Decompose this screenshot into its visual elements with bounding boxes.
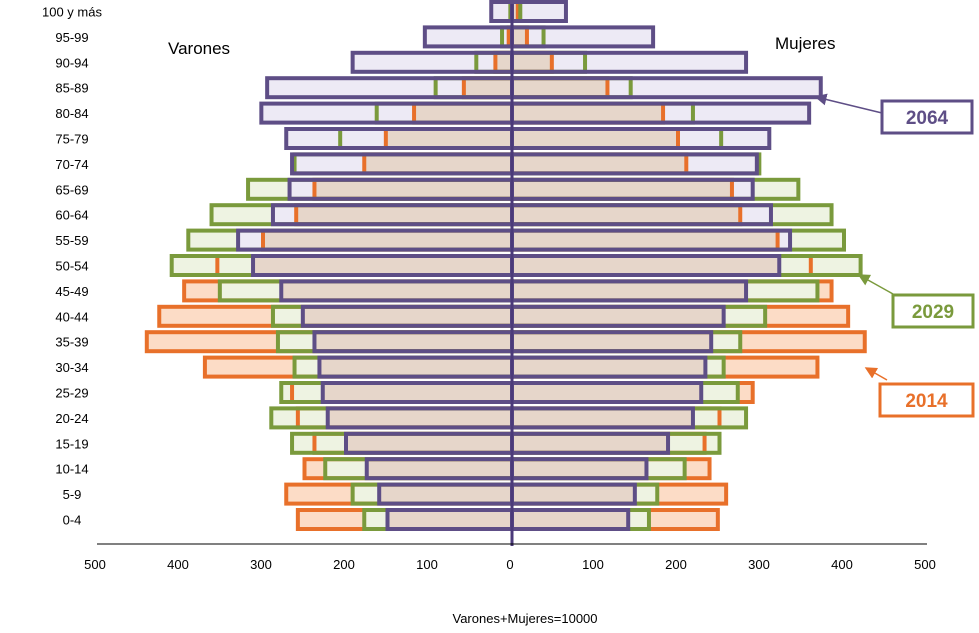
y-category-label: 70-74 [55, 157, 88, 172]
overlap-varones [263, 230, 512, 250]
bar-2064-varones-fill [491, 2, 512, 21]
overlap-mujeres [512, 103, 664, 123]
x-tick-label: 200 [665, 557, 687, 572]
overlap-mujeres [512, 205, 741, 225]
y-category-label: 30-34 [55, 360, 88, 375]
legend-arrow-2064 [814, 93, 883, 114]
y-category-label: 75-79 [55, 132, 88, 147]
overlap-varones [463, 78, 512, 98]
overlap-mujeres [512, 230, 778, 250]
x-tick-label: 400 [167, 557, 189, 572]
overlap-varones [319, 357, 512, 377]
bar-2064-varones-fill [424, 27, 512, 47]
y-category-label: 35-39 [55, 335, 88, 350]
y-category-label: 60-64 [55, 208, 88, 223]
overlap-mujeres [512, 433, 669, 453]
overlap-mujeres [512, 357, 706, 377]
y-category-label: 85-89 [55, 81, 88, 96]
overlap-varones [322, 383, 512, 402]
x-tick-label: 200 [333, 557, 355, 572]
overlap-mujeres [512, 256, 780, 275]
y-category-label: 0-4 [63, 513, 82, 528]
y-category-label: 40-44 [55, 309, 88, 324]
legend-label-2064: 2064 [906, 108, 949, 129]
legend-label-2014: 2014 [905, 391, 948, 412]
overlap-mujeres [512, 2, 518, 21]
bar-2064-mujeres-fill [512, 2, 566, 21]
x-axis-label: Varones+Mujeres=10000 [452, 611, 597, 626]
overlap-varones [364, 154, 512, 174]
overlap-varones [366, 459, 512, 479]
x-tick-label: 100 [582, 557, 604, 572]
overlap-mujeres [512, 408, 693, 428]
legend-box-2014 [878, 382, 975, 418]
overlap-varones [414, 103, 512, 123]
y-category-label: 100 y más [42, 5, 102, 20]
bar-2064-varones-fill [352, 52, 512, 72]
overlap-mujeres [512, 52, 552, 72]
overlap-varones [314, 332, 512, 352]
y-category-label: 90-94 [55, 55, 88, 70]
overlap-fills [253, 2, 780, 529]
overlap-mujeres [512, 510, 629, 529]
y-category-label: 15-19 [55, 436, 88, 451]
y-category-label: 25-29 [55, 386, 88, 401]
overlap-mujeres [512, 484, 635, 504]
legend-arrow-2014 [864, 367, 888, 381]
right-group-label: Mujeres [775, 34, 835, 53]
overlap-mujeres [512, 306, 724, 326]
overlap-varones [296, 205, 512, 225]
x-tick-label: 400 [831, 557, 853, 572]
y-category-label: 20-24 [55, 411, 88, 426]
overlap-mujeres [512, 332, 712, 352]
bar-2064-mujeres-fill [512, 52, 747, 72]
x-tick-label: 300 [748, 557, 770, 572]
x-tick-label: 0 [506, 557, 513, 572]
y-category-label: 45-49 [55, 284, 88, 299]
legend-label-2029: 2029 [912, 302, 954, 323]
y-category-label: 5-9 [63, 487, 82, 502]
overlap-varones [302, 306, 512, 326]
x-tick-label: 500 [84, 557, 106, 572]
overlap-varones [387, 510, 512, 529]
overlap-varones [327, 408, 512, 428]
overlap-varones [379, 484, 512, 504]
y-category-label: 95-99 [55, 30, 88, 45]
y-category-label: 50-54 [55, 259, 88, 274]
legend-box-2029 [891, 293, 975, 329]
overlap-varones [281, 281, 512, 301]
overlap-mujeres [512, 78, 608, 98]
overlap-varones [495, 52, 512, 72]
overlap-mujeres [512, 281, 747, 301]
overlap-mujeres [512, 383, 702, 402]
overlap-mujeres [512, 179, 732, 199]
overlap-mujeres [512, 154, 687, 174]
y-category-label: 10-14 [55, 462, 88, 477]
x-tick-label: 500 [914, 557, 936, 572]
x-tick-label: 300 [250, 557, 272, 572]
overlap-mujeres [512, 129, 678, 148]
y-category-label: 55-59 [55, 233, 88, 248]
overlap-varones [346, 433, 512, 453]
legend-arrow-2029 [857, 274, 894, 295]
overlap-varones [385, 129, 512, 148]
overlap-varones [314, 179, 512, 199]
overlap-varones [253, 256, 513, 275]
left-group-label: Varones [168, 39, 230, 58]
y-category-label: 80-84 [55, 106, 88, 121]
legend-box-2064 [880, 99, 974, 135]
y-category-label: 65-69 [55, 182, 88, 197]
x-tick-label: 100 [416, 557, 438, 572]
overlap-mujeres [512, 27, 527, 47]
bar-2064-varones-fill [267, 78, 512, 98]
overlap-mujeres [512, 459, 647, 479]
bar-2064-mujeres-fill [512, 27, 654, 47]
